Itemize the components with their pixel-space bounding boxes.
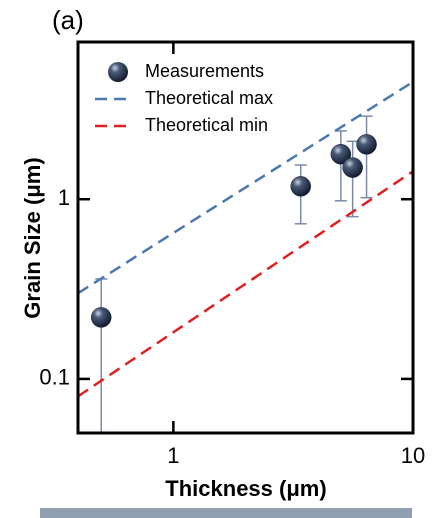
x-tick-label: 1 [167,443,179,468]
error-bar [360,115,373,199]
y-tick-label: 0.1 [39,365,70,390]
point [290,176,311,197]
legend-label: Theoretical min [145,115,268,135]
legend-label: Measurements [145,61,264,81]
error-bar [95,278,108,433]
line [78,80,413,295]
point [90,307,112,328]
axes-frame [76,40,415,435]
plot-area [78,80,413,433]
x-tick-label: 10 [401,443,425,468]
legend-swatch [108,62,128,82]
point [356,134,377,155]
legend-label: Theoretical max [145,88,273,108]
decor-strip [40,508,412,518]
error-bar [346,140,359,218]
y-tick-label: 1 [58,185,70,210]
point [342,157,363,178]
line [78,170,413,398]
x-axis-label: Thickness (μm) [165,476,326,501]
point [330,143,352,165]
chart-title: (a) [52,5,84,35]
y-axis-label: Grain Size (μm) [20,157,45,318]
